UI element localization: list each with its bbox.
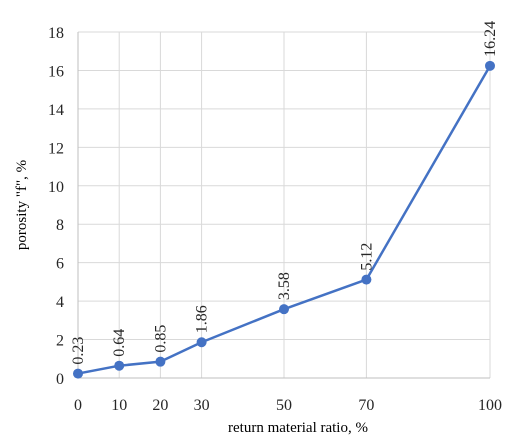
y-axis-title: porosity "f", % xyxy=(14,160,30,250)
y-tick-label: 4 xyxy=(56,294,64,311)
x-tick-label: 30 xyxy=(194,397,210,414)
data-label: 1.86 xyxy=(194,305,211,333)
x-tick-label: 50 xyxy=(276,397,292,414)
y-tick-label: 8 xyxy=(56,217,64,234)
data-labels: 0.23 0.64 0.85 1.86 3.58 5.12 16.24 xyxy=(70,21,499,365)
grid xyxy=(78,31,491,378)
x-tick-label: 10 xyxy=(111,397,127,414)
data-point xyxy=(361,274,372,285)
y-tick-label: 0 xyxy=(56,371,64,388)
data-point xyxy=(485,60,495,71)
data-label: 5.12 xyxy=(358,243,375,271)
data-point xyxy=(73,368,83,379)
x-tick-label: 100 xyxy=(478,397,502,414)
data-point xyxy=(279,304,289,315)
series xyxy=(73,60,495,379)
x-tick-label: 20 xyxy=(152,397,168,414)
data-point xyxy=(114,360,125,371)
y-tick-label: 18 xyxy=(48,25,64,42)
data-label: 3.58 xyxy=(276,272,293,300)
axes: 0 2 4 6 8 10 12 14 16 18 0 10 20 30 50 70 100 xyxy=(48,25,502,414)
data-point xyxy=(196,337,207,348)
y-tick-label: 6 xyxy=(56,256,64,273)
y-tick-label: 12 xyxy=(48,140,64,157)
y-tick-label: 10 xyxy=(48,179,64,196)
data-label: 0.64 xyxy=(111,329,128,357)
x-tick-label: 70 xyxy=(358,397,374,414)
y-tick-label: 14 xyxy=(48,102,64,119)
y-tick-label: 16 xyxy=(48,63,64,80)
x-tick-label: 0 xyxy=(74,397,82,414)
data-label: 0.23 xyxy=(70,337,87,365)
data-point xyxy=(155,356,166,367)
data-label: 16.24 xyxy=(482,21,499,57)
data-label: 0.85 xyxy=(152,325,169,353)
x-axis-title: return material ratio, % xyxy=(228,420,368,436)
y-tick-label: 2 xyxy=(56,333,64,350)
